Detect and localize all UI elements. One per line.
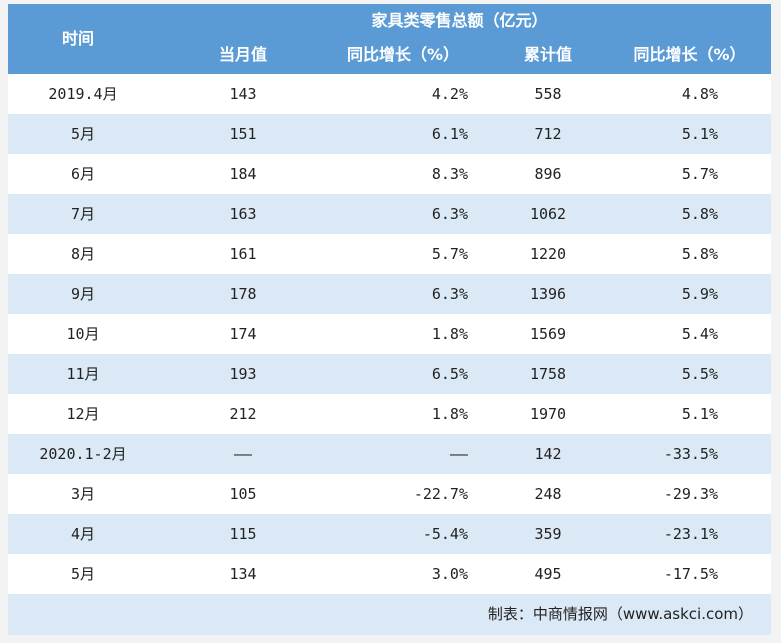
month-yoy-header: 同比增长（%）	[346, 45, 460, 64]
month-yoy-cell: 8.3%	[431, 165, 468, 183]
month-yoy-cell: 1.8%	[431, 405, 468, 423]
month-value-cell: 115	[229, 525, 257, 543]
month-value-cell: 184	[229, 165, 257, 183]
furniture-retail-table: 时间 家具类零售总额（亿元） 当月值 同比增长（%） 累计值 同比增长（%） 2…	[8, 4, 771, 635]
month-yoy-cell: 1.8%	[431, 325, 468, 343]
table-row: 7月 163 6.3% 1062 5.8%	[8, 194, 771, 234]
month-value-cell: 193	[229, 365, 257, 383]
cumulative-yoy-cell: 5.7%	[681, 165, 718, 183]
table-row: 11月 193 6.5% 1758 5.5%	[8, 354, 771, 394]
time-cell: 5月	[70, 125, 96, 143]
cumulative-cell: 142	[534, 445, 562, 463]
cumulative-yoy-cell: 5.5%	[681, 365, 718, 383]
time-cell: 8月	[70, 245, 96, 263]
cumulative-cell: 558	[534, 85, 562, 103]
time-cell: 10月	[66, 325, 100, 343]
cumulative-cell: 1569	[529, 325, 567, 343]
table-row: 5月 134 3.0% 495 -17.5%	[8, 554, 771, 594]
cumulative-cell: 248	[534, 485, 562, 503]
cumulative-cell: 1396	[529, 285, 567, 303]
table-row: 8月 161 5.7% 1220 5.8%	[8, 234, 771, 274]
time-cell: 3月	[70, 485, 96, 503]
table-footer: 制表：中商情报网（www.askci.com）	[8, 594, 771, 635]
month-yoy-cell: 6.5%	[431, 365, 468, 383]
table-row: 2020.1-2月 —— —— 142 -33.5%	[8, 434, 771, 474]
cumulative-cell: 896	[534, 165, 562, 183]
cumulative-yoy-header: 同比增长（%）	[633, 45, 746, 64]
month-value-cell: 161	[229, 245, 257, 263]
cumulative-cell: 1220	[529, 245, 567, 263]
time-column-header: 时间	[61, 29, 94, 48]
time-cell: 5月	[70, 565, 96, 583]
table-row: 5月 151 6.1% 712 5.1%	[8, 114, 771, 154]
month-value-cell: 163	[229, 205, 257, 223]
cumulative-yoy-cell: 5.4%	[681, 325, 718, 343]
month-value-cell: 151	[229, 125, 257, 143]
month-yoy-cell: 3.0%	[431, 565, 468, 583]
month-value-cell: 105	[229, 485, 257, 503]
table-row: 6月 184 8.3% 896 5.7%	[8, 154, 771, 194]
month-yoy-cell: ——	[449, 445, 468, 463]
cumulative-cell: 1970	[529, 405, 567, 423]
table-row: 4月 115 -5.4% 359 -23.1%	[8, 514, 771, 554]
month-yoy-cell: 6.3%	[431, 285, 468, 303]
time-cell: 7月	[70, 205, 96, 223]
month-yoy-cell: 6.3%	[431, 205, 468, 223]
month-yoy-cell: 6.1%	[431, 125, 468, 143]
month-value-cell: ——	[233, 445, 253, 463]
cumulative-cell: 359	[534, 525, 562, 543]
table-row: 3月 105 -22.7% 248 -29.3%	[8, 474, 771, 514]
cumulative-yoy-cell: 4.8%	[681, 85, 718, 103]
table-row: 12月 212 1.8% 1970 5.1%	[8, 394, 771, 434]
month-yoy-cell: -5.4%	[422, 525, 468, 543]
month-yoy-cell: 5.7%	[431, 245, 468, 263]
month-value-cell: 134	[229, 565, 257, 583]
cumulative-yoy-cell: -17.5%	[663, 565, 718, 583]
cumulative-yoy-cell: -33.5%	[663, 445, 718, 463]
cumulative-header: 累计值	[523, 45, 572, 64]
cumulative-yoy-cell: 5.8%	[681, 245, 718, 263]
cumulative-yoy-cell: 5.9%	[681, 285, 718, 303]
table-row: 2019.4月 143 4.2% 558 4.8%	[8, 74, 771, 114]
cumulative-cell: 712	[534, 125, 562, 143]
time-cell: 2019.4月	[48, 85, 118, 103]
month-yoy-cell: 4.2%	[431, 85, 468, 103]
cumulative-cell: 495	[534, 565, 562, 583]
cumulative-cell: 1062	[529, 205, 567, 223]
month-value-header: 当月值	[218, 45, 267, 64]
time-cell: 2020.1-2月	[39, 445, 127, 463]
table-row: 10月 174 1.8% 1569 5.4%	[8, 314, 771, 354]
table-body: 2019.4月 143 4.2% 558 4.8% 5月 151 6.1% 712 5.1% 6月 1…	[8, 74, 771, 594]
month-value-cell: 174	[229, 325, 257, 343]
month-yoy-cell: -22.7%	[413, 485, 468, 503]
table-row: 9月 178 6.3% 1396 5.9%	[8, 274, 771, 314]
month-value-cell: 143	[229, 85, 257, 103]
cumulative-yoy-cell: 5.8%	[681, 205, 718, 223]
cumulative-yoy-cell: -29.3%	[663, 485, 718, 503]
time-cell: 6月	[70, 165, 96, 183]
time-cell: 4月	[70, 525, 96, 543]
time-cell: 12月	[66, 405, 100, 423]
source-note: 制表：中商情报网（www.askci.com）	[487, 605, 753, 623]
time-cell: 9月	[70, 285, 96, 303]
month-value-cell: 178	[229, 285, 257, 303]
cumulative-cell: 1758	[529, 365, 567, 383]
group-header: 家具类零售总额（亿元）	[371, 11, 548, 30]
cumulative-yoy-cell: 5.1%	[681, 405, 718, 423]
month-value-cell: 212	[229, 405, 257, 423]
table-header: 时间 家具类零售总额（亿元） 当月值 同比增长（%） 累计值 同比增长（%）	[8, 4, 771, 74]
cumulative-yoy-cell: -23.1%	[663, 525, 718, 543]
time-cell: 11月	[66, 365, 100, 383]
cumulative-yoy-cell: 5.1%	[681, 125, 718, 143]
